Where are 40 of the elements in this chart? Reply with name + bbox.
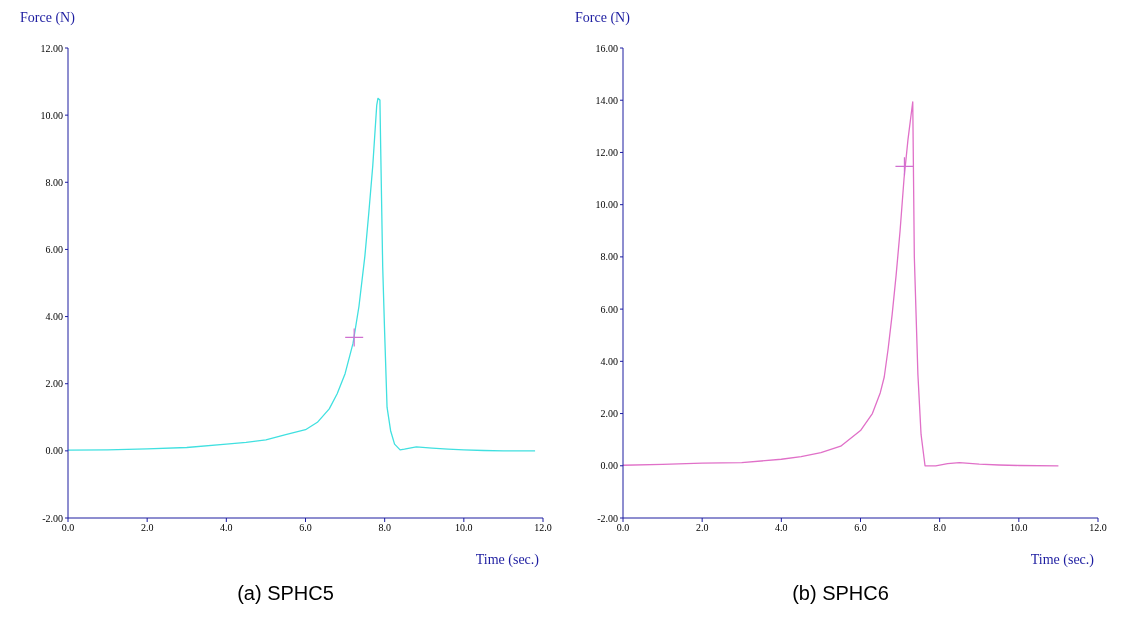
x-tick-label: 10.0 <box>1010 522 1028 534</box>
y-tick-label: 4.00 <box>600 355 618 367</box>
x-tick-label: 4.0 <box>775 522 788 534</box>
x-tick-label: 8.0 <box>933 522 946 534</box>
y-tick-label: 12.00 <box>40 42 63 54</box>
y-tick-label: 16.00 <box>595 42 618 54</box>
x-axis-title: Time (sec.) <box>1030 552 1095 568</box>
y-tick-label: -2.00 <box>42 512 63 524</box>
y-tick-label: 6.00 <box>45 243 63 255</box>
text: (a) SPHC5 <box>236 582 335 605</box>
y-tick-label: 8.00 <box>600 251 618 263</box>
y-tick-label: 0.00 <box>600 460 618 472</box>
x-tick-label: 0.0 <box>61 522 75 534</box>
y-tick-label: 10.00 <box>595 199 618 211</box>
x-tick-label: 4.0 <box>220 522 233 534</box>
x-tick-label: 6.0 <box>299 522 312 534</box>
x-tick-label: 0.0 <box>616 522 630 534</box>
y-tick-label: 14.00 <box>595 94 618 106</box>
y-tick-label: 4.00 <box>45 311 63 323</box>
y-tick-label: 6.00 <box>600 303 618 315</box>
x-tick-label: 6.0 <box>854 522 867 534</box>
y-tick-label: 0.00 <box>45 445 63 457</box>
x-axis-title: Time (sec.) <box>475 552 540 568</box>
line-series <box>68 97 536 452</box>
y-tick-label: 2.00 <box>600 408 618 420</box>
line-series <box>623 101 1060 467</box>
y-tick-label: 12.00 <box>595 146 618 158</box>
x-tick-label: 2.0 <box>140 522 154 534</box>
x-tick-label: 10.0 <box>455 522 473 534</box>
x-tick-label: 12.0 <box>1089 522 1107 534</box>
y-axis-title: Force (N) <box>575 10 630 26</box>
y-tick-label: 2.00 <box>45 378 63 390</box>
y-axis-title: Force (N) <box>20 10 75 26</box>
y-tick-label: 8.00 <box>45 176 63 188</box>
x-tick-label: 12.0 <box>534 522 552 534</box>
y-tick-label: -2.00 <box>597 512 618 524</box>
x-tick-label: 2.0 <box>695 522 709 534</box>
x-tick-label: 8.0 <box>378 522 391 534</box>
text: (b) SPHC6 <box>791 582 890 605</box>
y-tick-label: 10.00 <box>40 109 63 121</box>
